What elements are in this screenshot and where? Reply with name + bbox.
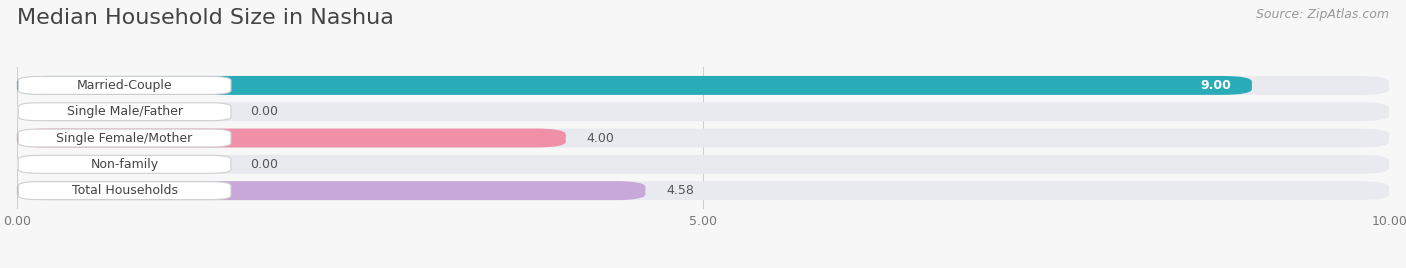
Text: 0.00: 0.00 (250, 158, 278, 171)
FancyBboxPatch shape (17, 129, 565, 147)
Text: Total Households: Total Households (72, 184, 177, 197)
FancyBboxPatch shape (18, 129, 231, 147)
Text: Married-Couple: Married-Couple (77, 79, 173, 92)
FancyBboxPatch shape (17, 129, 1389, 147)
FancyBboxPatch shape (17, 181, 1389, 200)
Text: 0.00: 0.00 (250, 105, 278, 118)
FancyBboxPatch shape (17, 76, 1251, 95)
Text: Source: ZipAtlas.com: Source: ZipAtlas.com (1256, 8, 1389, 21)
Text: 4.58: 4.58 (666, 184, 693, 197)
Text: Non-family: Non-family (90, 158, 159, 171)
FancyBboxPatch shape (18, 103, 231, 121)
Text: Single Male/Father: Single Male/Father (66, 105, 183, 118)
FancyBboxPatch shape (17, 102, 1389, 121)
FancyBboxPatch shape (18, 76, 231, 94)
Text: Single Female/Mother: Single Female/Mother (56, 132, 193, 144)
Text: Median Household Size in Nashua: Median Household Size in Nashua (17, 8, 394, 28)
FancyBboxPatch shape (18, 155, 231, 173)
Text: 9.00: 9.00 (1201, 79, 1232, 92)
FancyBboxPatch shape (17, 155, 1389, 174)
Text: 4.00: 4.00 (586, 132, 614, 144)
FancyBboxPatch shape (17, 76, 1389, 95)
FancyBboxPatch shape (18, 182, 231, 200)
FancyBboxPatch shape (17, 181, 645, 200)
